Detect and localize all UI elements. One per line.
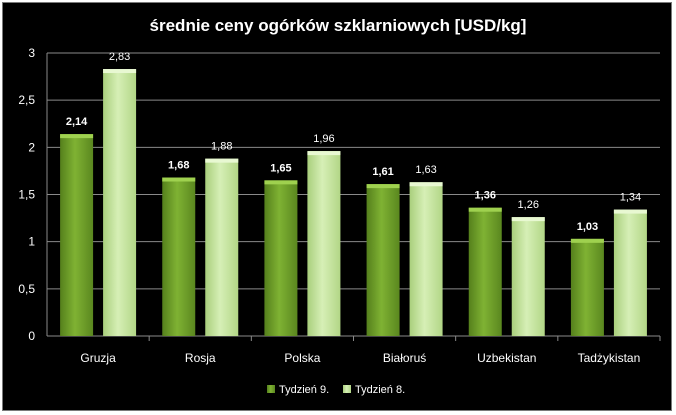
gridlines [47,52,660,290]
bar-series-2 [409,182,443,336]
bar-cap [409,182,443,187]
y-tick-label: 0,5 [18,282,35,296]
data-label: 1,61 [372,166,393,178]
legend-label: Tydzień 8. [355,384,405,396]
data-label: 2,83 [109,51,130,63]
data-label: 1,88 [211,141,232,153]
bar-series-1 [366,184,400,336]
data-label: 1,68 [168,160,189,172]
legend-swatch [267,385,275,393]
axes: 0 0,5 1 1,5 2 2,5 3 Gruzja Rosja Polska Białoruś Uz… [18,46,661,365]
bar-series-1 [60,134,94,336]
bar-series-2 [613,209,647,336]
y-tick-label: 2,5 [18,93,35,107]
data-label: 1,65 [270,162,291,174]
x-tick-label: Białoruś [383,351,426,365]
legend-swatch [343,385,351,393]
y-tick-label: 0 [28,329,35,343]
data-label: 1,63 [415,164,436,176]
data-label: 1,26 [518,199,539,211]
bars [60,69,647,336]
bar-series-1 [162,177,196,336]
bar-cap [570,238,604,243]
legend-label: Tydzień 9. [279,384,329,396]
bar-cap [162,177,196,182]
bar-cap [60,134,94,139]
y-tick-label: 1 [28,235,35,249]
bar-cap [468,207,502,212]
bar-cap [613,209,647,214]
x-tick-label: Polska [284,351,320,365]
y-tick-label: 1,5 [18,188,35,202]
bar-series-2 [511,217,545,336]
data-label: 1,34 [620,192,641,204]
bar-cap [307,151,341,156]
x-tick-label: Tadżykistan [578,351,641,365]
bar-series-2 [103,69,137,336]
bar-series-1 [570,238,604,336]
x-tick-label: Uzbekistan [477,351,536,365]
bar-series-1 [468,207,502,336]
data-label: 1,36 [475,190,496,202]
bar-cap [205,158,239,163]
y-tick-label: 2 [28,140,35,154]
bar-cap [103,69,137,74]
data-labels: 2,14 2,83 1,68 1,88 1,65 1,96 1,61 1,63 1,36 1,26… [66,51,641,233]
bar-cap [366,184,400,189]
bar-cap [264,180,298,185]
x-tick-label: Gruzja [80,351,116,365]
legend: Tydzień 9. Tydzień 8. [267,384,405,396]
data-label: 1,03 [577,221,598,233]
data-label: 2,14 [66,116,88,128]
bar-series-2 [307,151,341,336]
bar-series-2 [205,158,239,336]
chart-title: średnie ceny ogórków szklarniowych [USD/… [150,16,527,35]
x-tick-label: Rosja [185,351,216,365]
data-label: 1,96 [313,133,334,145]
y-tick-label: 3 [28,46,35,60]
bar-cap [511,217,545,222]
bar-series-1 [264,180,298,336]
